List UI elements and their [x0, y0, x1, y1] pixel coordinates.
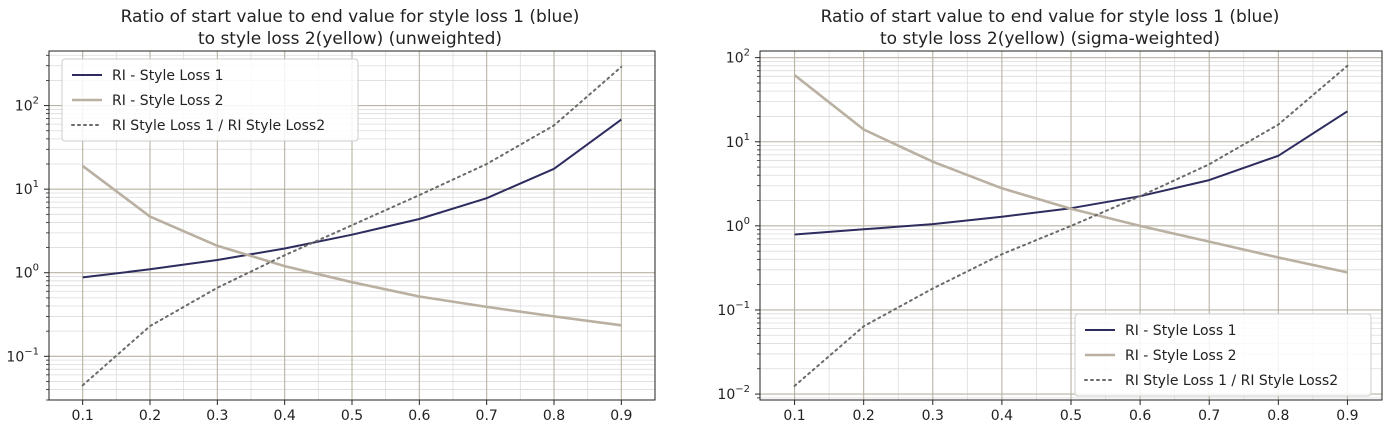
x-tick-label: 0.9: [610, 408, 632, 424]
x-tick-label: 0.4: [991, 408, 1013, 424]
y-tick-label: 102: [15, 96, 39, 115]
chart-title-line-1: Ratio of start value to end value for st…: [120, 7, 580, 27]
chart-panel-right: Ratio of start value to end value for st…: [700, 0, 1400, 437]
x-tick-label: 0.3: [206, 408, 228, 424]
legend: RI - Style Loss 1 RI - Style Loss 2 RI Sty…: [61, 58, 359, 142]
x-tick-label: 0.1: [72, 408, 94, 424]
chart-svg: 0.1 0.2 0.3 0.4 0.5 0.6 0.7 0.8 0.9 10−1 100 101 102…: [6, 50, 656, 424]
legend-label: RI - Style Loss 2: [1125, 348, 1237, 364]
x-tick-label: 0.3: [922, 408, 944, 424]
x-tick-label: 0.9: [1336, 408, 1358, 424]
x-tick-label: 0.5: [341, 408, 363, 424]
y-tick-label: 10−2: [717, 384, 750, 403]
grid: [760, 51, 1382, 400]
legend-label: RI - Style Loss 2: [112, 93, 224, 109]
x-tick-label: 0.8: [543, 408, 565, 424]
legend-label: RI - Style Loss 1: [112, 68, 224, 84]
series-line: [81, 164, 622, 327]
y-tick-label: 100: [726, 216, 750, 235]
chart-title-line-2: to style loss 2(yellow) (unweighted): [197, 29, 503, 49]
y-tick-label: 101: [726, 132, 750, 151]
x-tick-label: 0.7: [476, 408, 498, 424]
x-tick-label: 0.4: [274, 408, 296, 424]
x-tick-label: 0.5: [1060, 408, 1082, 424]
y-tick-label: 100: [15, 263, 39, 282]
chart-title: Ratio of start value to end value for st…: [0, 6, 700, 50]
y-tick-label: 10−1: [6, 346, 39, 365]
y-tick-label: 102: [726, 48, 750, 67]
chart-panel-left: Ratio of start value to end value for st…: [0, 6, 700, 424]
series-line: [793, 74, 1348, 274]
x-tick-label: 0.6: [1129, 408, 1151, 424]
legend-box: [1074, 313, 1372, 397]
chart-title-line-2: to style loss 2(yellow) (sigma-weighted): [880, 29, 1220, 49]
x-tick-label: 0.2: [139, 408, 161, 424]
chart-title-line-1: Ratio of start value to end value for st…: [820, 7, 1280, 27]
legend-label: RI - Style Loss 1: [1125, 323, 1237, 339]
x-tick-label: 0.7: [1198, 408, 1220, 424]
legend-label: RI Style Loss 1 / RI Style Loss2: [112, 118, 325, 134]
x-tick-label: 0.1: [783, 408, 805, 424]
series-line: [82, 118, 622, 279]
x-axis: 0.1 0.2 0.3 0.4 0.5 0.6 0.7 0.8 0.9: [783, 400, 1359, 424]
grid: [49, 51, 655, 401]
series-group: [793, 64, 1349, 387]
legend-label: RI Style Loss 1 / RI Style Loss2: [1125, 373, 1338, 389]
x-tick-label: 0.8: [1267, 408, 1289, 424]
chart-title: Ratio of start value to end value for st…: [700, 6, 1400, 50]
y-axis: 10−1 100 101 102: [6, 54, 49, 401]
x-tick-label: 0.6: [408, 408, 430, 424]
legend: RI - Style Loss 1 RI - Style Loss 2 RI Sty…: [1074, 313, 1372, 397]
series-line: [81, 65, 623, 387]
x-tick-label: 0.2: [853, 408, 875, 424]
y-tick-label: 10−1: [717, 300, 750, 319]
legend-box: [61, 58, 359, 142]
series-group: [81, 65, 623, 387]
x-axis: 0.1 0.2 0.3 0.4 0.5 0.6 0.7 0.8 0.9: [72, 400, 632, 424]
y-axis: 10−2 10−1 100 101 102: [717, 48, 760, 403]
y-tick-label: 101: [15, 179, 39, 198]
chart-svg: 0.1 0.2 0.3 0.4 0.5 0.6 0.7 0.8 0.910−210−110010…: [717, 48, 1383, 424]
